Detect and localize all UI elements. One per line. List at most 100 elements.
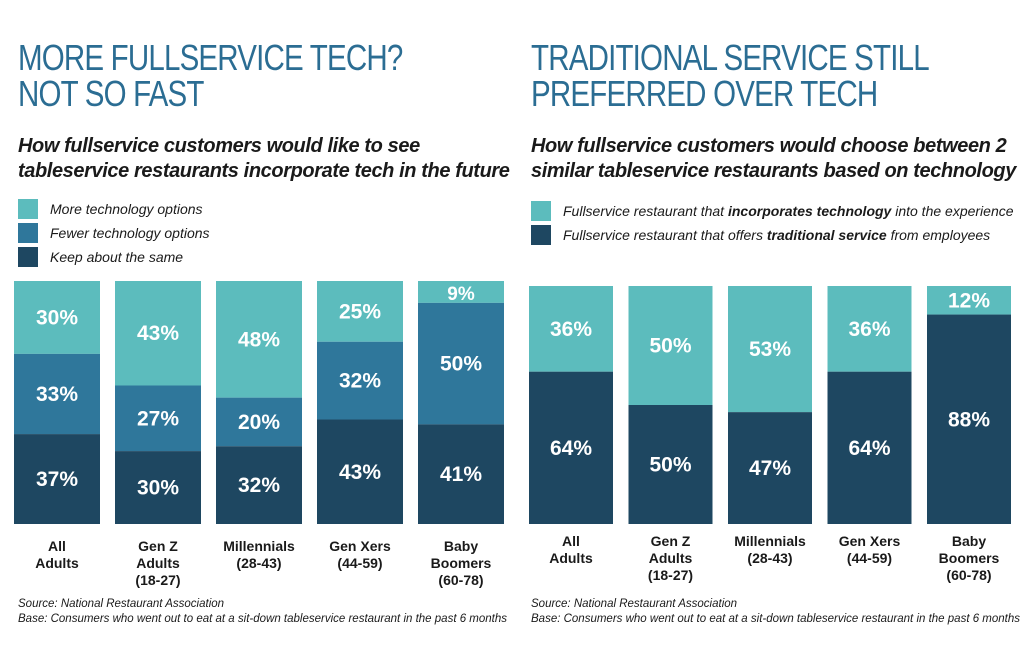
right-bar-millennials-28-43-series-1 [728, 412, 812, 524]
right-legend-label-tech-pre: Fullservice restaurant that [563, 203, 728, 219]
left-data-label-gen-xers-44-59-series-2: 43% [339, 461, 381, 484]
right-source: Source: National Restaurant Association [531, 598, 738, 610]
right-legend-item-tech: Fullservice restaurant that incorporates… [531, 201, 1014, 221]
right-category-label-all-adults-line-1: Adults [549, 550, 593, 566]
left-legend-label-fewer: Fewer technology options [50, 225, 210, 241]
left-category-label-baby-boomers-60-78-line-1: Boomers [431, 555, 492, 571]
right-bar-all-adults-series-1 [529, 371, 613, 524]
left-category-label-gen-z-adults-18-27-line-2: (18-27) [135, 572, 180, 588]
left-source: Source: National Restaurant Association [18, 598, 225, 610]
left-data-label-gen-xers-44-59-series-0: 25% [339, 300, 381, 323]
left-data-label-all-adults-series-0: 30% [36, 306, 78, 329]
left-bar-gen-z-adults-18-27-series-0 [115, 281, 201, 386]
left-headline-line-1: MORE FULLSERVICE TECH? [18, 37, 403, 78]
left-legend-item-fewer: Fewer technology options [18, 223, 210, 243]
right-category-label-baby-boomers-60-78-line-1: Boomers [939, 550, 1000, 566]
right-category-label-baby-boomers-60-78-line-2: (60-78) [946, 567, 991, 583]
left-legend-swatch-fewer [18, 223, 38, 243]
left-bar-gen-z-adults-18-27-series-1 [115, 385, 201, 452]
left-data-label-millennials-28-43-series-1: 20% [238, 411, 280, 434]
right-category-label-gen-z-adults-18-27-line-0: Gen Z [651, 533, 691, 549]
right-bar-gen-xers-44-59-series-1 [827, 371, 912, 524]
right-base: Base: Consumers who went out to eat at a… [531, 613, 1021, 625]
left-legend-label-same: Keep about the same [50, 249, 184, 265]
left-legend-item-same: Keep about the same [18, 247, 183, 267]
right-category-label-gen-xers-44-59-line-0: Gen Xers [839, 533, 901, 549]
left-data-label-baby-boomers-60-78-series-1: 50% [440, 353, 482, 376]
left-data-label-gen-z-adults-18-27-series-0: 43% [137, 322, 179, 345]
left-bar-millennials-28-43-series-2 [216, 446, 302, 524]
right-panel: TRADITIONAL SERVICE STILL PREFERRED OVER… [531, 0, 1021, 653]
left-bar-gen-xers-44-59-series-0 [317, 281, 403, 342]
right-category-label-gen-z-adults-18-27-line-1: Adults [649, 550, 693, 566]
right-legend-label-traditional-pre: Fullservice restaurant that offers [563, 227, 767, 243]
left-headline: MORE FULLSERVICE TECH? NOT SO FAST [18, 40, 518, 112]
right-legend-swatch-traditional [531, 225, 551, 245]
left-category-label-millennials-28-43-line-1: (28-43) [236, 555, 281, 571]
right-legend-label-tech: Fullservice restaurant that incorporates… [563, 203, 1014, 219]
right-data-label-baby-boomers-60-78-series-1: 88% [948, 408, 990, 431]
right-bar-gen-z-adults-18-27-series-0 [628, 286, 713, 405]
right-legend-label-tech-post: into the experience [891, 203, 1014, 219]
left-data-label-gen-z-adults-18-27-series-1: 27% [137, 407, 179, 430]
left-data-label-baby-boomers-60-78-series-0: 9% [447, 284, 475, 305]
right-category-label-gen-z-adults-18-27-line-2: (18-27) [648, 567, 693, 583]
right-data-label-all-adults-series-0: 36% [550, 318, 592, 341]
right-data-label-baby-boomers-60-78-series-0: 12% [948, 289, 990, 312]
right-category-label-millennials-28-43-line-0: Millennials [734, 533, 806, 549]
right-data-label-all-adults-series-1: 64% [550, 437, 592, 460]
right-bar-gen-z-adults-18-27-series-1 [628, 405, 713, 524]
left-bar-gen-z-adults-18-27-series-2 [115, 451, 201, 524]
left-legend-swatch-same [18, 247, 38, 267]
left-data-label-all-adults-series-2: 37% [36, 468, 78, 491]
left-bar-all-adults-series-1 [14, 353, 100, 435]
right-legend-swatch-tech [531, 201, 551, 221]
right-bar-gen-xers-44-59-series-0 [827, 286, 912, 372]
right-headline: TRADITIONAL SERVICE STILL PREFERRED OVER… [531, 40, 1024, 112]
right-category-label-gen-xers-44-59-line-1: (44-59) [847, 550, 892, 566]
right-category-label-all-adults-line-0: All [562, 533, 580, 549]
left-bar-baby-boomers-60-78-series-0 [418, 281, 504, 303]
left-data-label-gen-xers-44-59-series-1: 32% [339, 370, 381, 393]
right-data-label-gen-z-adults-18-27-series-1: 50% [649, 454, 691, 477]
left-legend-label-more: More technology options [50, 201, 203, 217]
left-category-label-gen-xers-44-59-line-1: (44-59) [337, 555, 382, 571]
right-headline-line-1: TRADITIONAL SERVICE STILL [531, 37, 930, 78]
right-data-label-millennials-28-43-series-0: 53% [749, 338, 791, 361]
left-legend-swatch-more [18, 199, 38, 219]
left-data-label-millennials-28-43-series-2: 32% [238, 474, 280, 497]
left-category-label-baby-boomers-60-78-line-2: (60-78) [438, 572, 483, 588]
right-subtitle-line-1: How fullservice customers would choose b… [531, 135, 1007, 157]
right-bar-millennials-28-43-series-0 [728, 286, 812, 413]
right-category-label-baby-boomers-60-78-line-0: Baby [952, 533, 986, 549]
left-category-label-gen-z-adults-18-27-line-0: Gen Z [138, 538, 178, 554]
left-bar-all-adults-series-0 [14, 281, 100, 354]
left-category-label-all-adults-line-1: Adults [35, 555, 79, 571]
left-subtitle: How fullservice customers would like to … [18, 134, 538, 184]
left-bar-gen-xers-44-59-series-2 [317, 419, 403, 524]
left-bar-baby-boomers-60-78-series-1 [418, 302, 504, 425]
right-bar-all-adults-series-0 [529, 286, 613, 372]
right-legend-label-traditional-post: from employees [886, 227, 991, 243]
right-legend-label-traditional: Fullservice restaurant that offers tradi… [563, 227, 990, 243]
left-legend-item-more: More technology options [18, 199, 203, 219]
left-bar-gen-xers-44-59-series-1 [317, 341, 403, 420]
left-subtitle-line-2: tableservice restaurants incorporate tec… [18, 160, 510, 182]
right-subtitle: How fullservice customers would choose b… [531, 134, 1024, 184]
left-category-label-millennials-28-43-line-0: Millennials [223, 538, 295, 554]
right-headline-line-2: PREFERRED OVER TECH [531, 73, 878, 114]
left-data-label-all-adults-series-1: 33% [36, 383, 78, 406]
left-category-label-gen-xers-44-59-line-0: Gen Xers [329, 538, 391, 554]
left-category-label-all-adults-line-0: All [48, 538, 66, 554]
left-bar-millennials-28-43-series-1 [216, 397, 302, 447]
left-headline-line-2: NOT SO FAST [18, 73, 204, 114]
left-data-label-baby-boomers-60-78-series-2: 41% [440, 463, 482, 486]
left-category-label-baby-boomers-60-78-line-0: Baby [444, 538, 478, 554]
right-legend-label-traditional-bold: traditional service [766, 227, 887, 243]
right-subtitle-line-2: similar tableservice restaurants based o… [531, 160, 1016, 182]
left-bar-baby-boomers-60-78-series-2 [418, 424, 504, 524]
right-legend-item-traditional: Fullservice restaurant that offers tradi… [531, 225, 990, 245]
left-data-label-gen-z-adults-18-27-series-2: 30% [137, 477, 179, 500]
